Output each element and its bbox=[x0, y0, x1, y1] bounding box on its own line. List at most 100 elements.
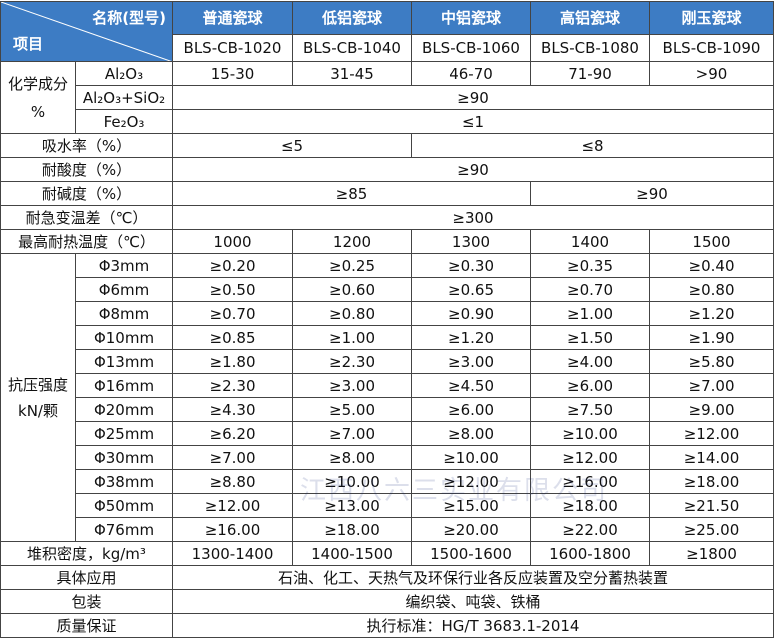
table-row: 堆积密度，kg/m³ 1300-1400 1400-1500 1500-1600 160… bbox=[0, 541, 774, 566]
value-cell: ≥5.80 bbox=[649, 349, 774, 374]
size-label: Φ25mm bbox=[75, 421, 173, 446]
product-name: 高铝瓷球 bbox=[530, 1, 650, 35]
size-label: Φ50mm bbox=[75, 493, 173, 518]
value-cell: ≥4.50 bbox=[411, 373, 531, 398]
value-cell: ≥12.00 bbox=[411, 469, 531, 494]
value-cell: 46-70 bbox=[411, 61, 531, 86]
value-cell: 1500 bbox=[649, 229, 774, 254]
size-label: Φ8mm bbox=[75, 301, 173, 326]
value-cell: ≥14.00 bbox=[649, 445, 774, 470]
value-cell: ≥8.00 bbox=[292, 445, 412, 470]
value-cell: ≥0.25 bbox=[292, 253, 412, 278]
watermark: 江西八六三实业有限公司 bbox=[300, 476, 609, 506]
value-cell: ≥1.20 bbox=[649, 301, 774, 326]
value-cell: ≥0.50 bbox=[172, 277, 293, 302]
value-cell: ≥9.00 bbox=[649, 397, 774, 422]
size-label: Φ76mm bbox=[75, 517, 173, 542]
value-cell: ≥4.00 bbox=[530, 349, 650, 374]
model-code: BLS-CB-1060 bbox=[411, 34, 531, 62]
chemical-title: 化学成分 bbox=[7, 74, 68, 93]
row-label: 质量保证 bbox=[0, 613, 173, 638]
value-cell: ≥1.20 bbox=[411, 325, 531, 350]
value-cell: ≥16.00 bbox=[172, 517, 293, 542]
value-cell: ≤8 bbox=[411, 133, 774, 158]
sub-label: Fe₂O₃ bbox=[75, 109, 173, 134]
value-cell: ≥90 bbox=[172, 157, 774, 182]
table-row: 质量保证 执行标准：HG/T 3683.1-2014 bbox=[0, 613, 774, 638]
value-cell: ≥1.00 bbox=[292, 325, 412, 350]
value-cell: ≥1800 bbox=[649, 541, 774, 566]
value-cell: ≥7.00 bbox=[292, 421, 412, 446]
size-label: Φ13mm bbox=[75, 349, 173, 374]
value-cell: ≥7.50 bbox=[530, 397, 650, 422]
table-row: Φ76mm ≥16.00 ≥18.00 ≥20.00 ≥22.00 ≥25.00 bbox=[1, 517, 774, 542]
value-cell: ≥6.00 bbox=[530, 373, 650, 398]
model-code: BLS-CB-1080 bbox=[530, 34, 650, 62]
row-label: 具体应用 bbox=[0, 565, 173, 590]
model-code: BLS-CB-1020 bbox=[172, 34, 293, 62]
model-code: BLS-CB-1090 bbox=[649, 34, 774, 62]
table-row: Φ25mm ≥6.20 ≥7.00 ≥8.00 ≥10.00 ≥12.00 bbox=[1, 421, 774, 446]
value-cell: ≥18.00 bbox=[292, 517, 412, 542]
value-cell: ≥0.20 bbox=[172, 253, 293, 278]
item-label: 项目 bbox=[13, 35, 44, 53]
value-cell: ≥0.80 bbox=[649, 277, 774, 302]
table-row: BLS-CB-1020 BLS-CB-1040 BLS-CB-1060 BLS-CB-… bbox=[1, 34, 774, 62]
value-cell: ≥10.00 bbox=[411, 445, 531, 470]
value-cell: ≥25.00 bbox=[649, 517, 774, 542]
value-cell: ≥2.30 bbox=[172, 373, 293, 398]
value-cell: ≥22.00 bbox=[530, 517, 650, 542]
value-cell: 1200 bbox=[292, 229, 412, 254]
value-cell: ≥12.00 bbox=[172, 493, 293, 518]
value-cell: ≥5.00 bbox=[292, 397, 412, 422]
value-cell: ≥1.80 bbox=[172, 349, 293, 374]
value-cell: ≥8.00 bbox=[411, 421, 531, 446]
table-row: Φ20mm ≥4.30 ≥5.00 ≥6.00 ≥7.50 ≥9.00 bbox=[1, 397, 774, 422]
table-row: Φ10mm ≥0.85 ≥1.00 ≥1.20 ≥1.50 ≥1.90 bbox=[1, 325, 774, 350]
table-row: Φ50mm ≥12.00 ≥13.00 ≥15.00 ≥18.00 ≥21.50 bbox=[1, 493, 774, 518]
value-cell: ≥13.00 bbox=[292, 493, 412, 518]
size-label: Φ16mm bbox=[75, 373, 173, 398]
value-cell: ≥0.70 bbox=[530, 277, 650, 302]
row-label: 堆积密度，kg/m³ bbox=[0, 541, 173, 566]
value-cell: ≤5 bbox=[172, 133, 412, 158]
value-cell: ≥7.00 bbox=[172, 445, 293, 470]
value-cell: ≥12.00 bbox=[649, 421, 774, 446]
value-cell: ≥6.20 bbox=[172, 421, 293, 446]
value-cell: ≥3.00 bbox=[292, 373, 412, 398]
table-row: 吸水率（%） ≤5 ≤8 bbox=[0, 133, 774, 158]
size-label: Φ20mm bbox=[75, 397, 173, 422]
product-name: 中铝瓷球 bbox=[411, 1, 531, 35]
table-row: Φ30mm ≥7.00 ≥8.00 ≥10.00 ≥12.00 ≥14.00 bbox=[1, 445, 774, 470]
value-cell: ≥1.50 bbox=[530, 325, 650, 350]
table-row: 化学成分% Al₂O₃ 15-30 31-45 46-70 71-90 >90 bbox=[0, 61, 774, 134]
value-cell: ≥0.40 bbox=[649, 253, 774, 278]
value-cell: ≥12.00 bbox=[530, 445, 650, 470]
size-label: Φ6mm bbox=[75, 277, 173, 302]
value-cell: ≥7.00 bbox=[649, 373, 774, 398]
value-cell: ≥1.90 bbox=[649, 325, 774, 350]
value-cell: ≥20.00 bbox=[411, 517, 531, 542]
value-cell: ≥0.85 bbox=[172, 325, 293, 350]
row-label: 耐酸度（%） bbox=[0, 157, 173, 182]
table-row: Al₂O₃+SiO₂ ≥90 bbox=[1, 85, 774, 110]
row-label: 耐急变温差（℃） bbox=[0, 205, 173, 230]
value-cell: 石油、化工、天热气及环保行业各反应装置及空分蓄热装置 bbox=[172, 565, 774, 590]
sub-label: Al₂O₃ bbox=[75, 61, 173, 86]
chemical-unit: % bbox=[30, 102, 46, 121]
table-row: Φ8mm ≥0.70 ≥0.80 ≥0.90 ≥1.00 ≥1.20 bbox=[1, 301, 774, 326]
value-cell: 1300-1400 bbox=[172, 541, 293, 566]
value-cell: ≥0.65 bbox=[411, 277, 531, 302]
value-cell: ≥2.30 bbox=[292, 349, 412, 374]
value-cell: ≥21.50 bbox=[649, 493, 774, 518]
table-row: Φ16mm ≥2.30 ≥3.00 ≥4.50 ≥6.00 ≥7.00 bbox=[1, 373, 774, 398]
row-label: 耐碱度（%） bbox=[0, 181, 173, 206]
size-label: Φ3mm bbox=[75, 253, 173, 278]
value-cell: 71-90 bbox=[530, 61, 650, 86]
row-label: 吸水率（%） bbox=[0, 133, 173, 158]
value-cell: ≥90 bbox=[172, 85, 774, 110]
table-row: 最高耐热温度（℃） 1000 1200 1300 1400 1500 bbox=[0, 229, 774, 254]
product-name: 低铝瓷球 bbox=[292, 1, 412, 35]
row-label: 最高耐热温度（℃） bbox=[0, 229, 173, 254]
